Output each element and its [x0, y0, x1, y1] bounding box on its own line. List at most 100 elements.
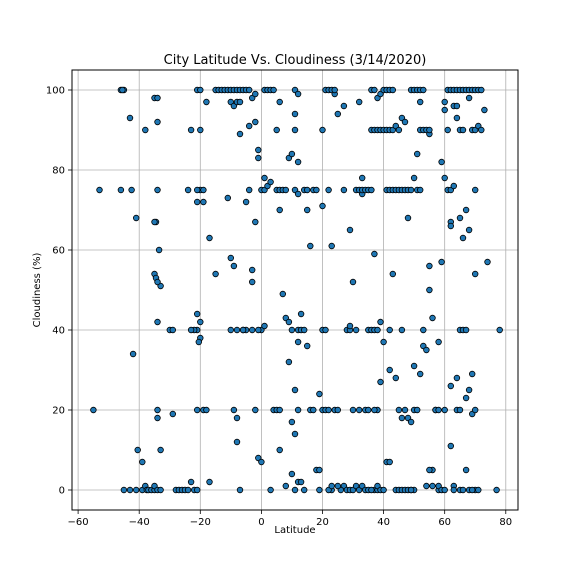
- data-point: [414, 406, 421, 414]
- data-point: [126, 114, 134, 122]
- data-point: [233, 326, 241, 334]
- data-point: [496, 326, 503, 334]
- data-point: [310, 406, 317, 414]
- data-point: [197, 318, 204, 326]
- data-point: [462, 394, 470, 402]
- data-point: [356, 406, 363, 414]
- data-point: [447, 382, 454, 390]
- data-point: [401, 406, 409, 414]
- data-point: [151, 218, 158, 226]
- y-axis: 0 20 40 60 80 100: [46, 86, 72, 497]
- data-point: [368, 486, 375, 494]
- data-point: [328, 242, 335, 250]
- data-point: [441, 106, 448, 114]
- data-point: [478, 86, 485, 94]
- data-point: [484, 258, 491, 266]
- data-point: [465, 386, 473, 394]
- y-tick-label: 0: [59, 486, 65, 497]
- data-point: [197, 126, 204, 134]
- data-point: [453, 102, 461, 110]
- data-point: [119, 86, 126, 94]
- data-point: [386, 458, 393, 466]
- data-point: [157, 446, 164, 454]
- data-point: [331, 86, 338, 94]
- data-point: [349, 406, 357, 414]
- data-point: [328, 482, 335, 490]
- data-point: [288, 150, 296, 158]
- data-point: [261, 322, 268, 330]
- data-point: [438, 158, 445, 166]
- data-point: [465, 94, 473, 102]
- data-point: [276, 406, 283, 414]
- data-point: [245, 122, 253, 130]
- data-point: [423, 482, 430, 490]
- data-point: [426, 126, 433, 134]
- data-point: [187, 478, 195, 486]
- data-point: [420, 326, 427, 334]
- data-point: [450, 182, 457, 190]
- data-point: [297, 310, 305, 318]
- data-point: [462, 206, 470, 214]
- y-tick-label: 80: [52, 166, 65, 177]
- data-point: [426, 286, 433, 294]
- data-point: [294, 190, 302, 198]
- data-point: [276, 98, 283, 106]
- data-point: [273, 126, 280, 134]
- data-point: [193, 198, 201, 206]
- data-point: [459, 234, 467, 242]
- x-tick-label: 0: [258, 517, 264, 528]
- data-point: [132, 214, 140, 222]
- data-point: [252, 90, 259, 98]
- data-point: [291, 386, 299, 394]
- x-tick-label: 60: [438, 517, 451, 528]
- data-point: [450, 486, 457, 494]
- data-point: [245, 86, 253, 94]
- data-point: [316, 486, 323, 494]
- data-point: [195, 338, 202, 346]
- data-point: [319, 126, 326, 134]
- data-point: [252, 406, 259, 414]
- data-point: [157, 486, 164, 494]
- data-point: [154, 94, 161, 102]
- data-point: [154, 118, 161, 126]
- x-tick-label: 40: [377, 517, 390, 528]
- data-point: [126, 486, 134, 494]
- data-point: [288, 418, 296, 426]
- data-point: [380, 486, 387, 494]
- data-point: [438, 258, 445, 266]
- data-point: [441, 98, 448, 106]
- data-point: [417, 186, 424, 194]
- data-point: [233, 438, 241, 446]
- data-point: [456, 214, 464, 222]
- plot-area-frame: [71, 69, 519, 511]
- data-point: [154, 278, 161, 286]
- data-point: [117, 186, 125, 194]
- data-point: [389, 86, 396, 94]
- data-point: [441, 486, 448, 494]
- data-point: [472, 186, 479, 194]
- data-point: [291, 486, 299, 494]
- y-tick-label: 100: [46, 86, 65, 97]
- data-point: [294, 158, 302, 166]
- data-point: [184, 486, 192, 494]
- data-point: [255, 326, 262, 334]
- data-point: [365, 406, 372, 414]
- data-point: [230, 262, 238, 270]
- data-point: [193, 406, 201, 414]
- data-point: [346, 322, 354, 330]
- data-point: [200, 198, 207, 206]
- data-point: [132, 486, 140, 494]
- data-point: [447, 222, 454, 230]
- data-point: [456, 406, 464, 414]
- x-axis: −60 −40 −20 0 20 40 60 80: [68, 510, 512, 528]
- data-point: [453, 374, 461, 382]
- data-point: [193, 310, 201, 318]
- data-point: [267, 486, 274, 494]
- data-point: [291, 126, 299, 134]
- data-point: [386, 326, 393, 334]
- data-point: [371, 250, 378, 258]
- data-point: [193, 186, 201, 194]
- data-point: [371, 86, 378, 94]
- data-point: [203, 98, 210, 106]
- data-point: [481, 106, 488, 114]
